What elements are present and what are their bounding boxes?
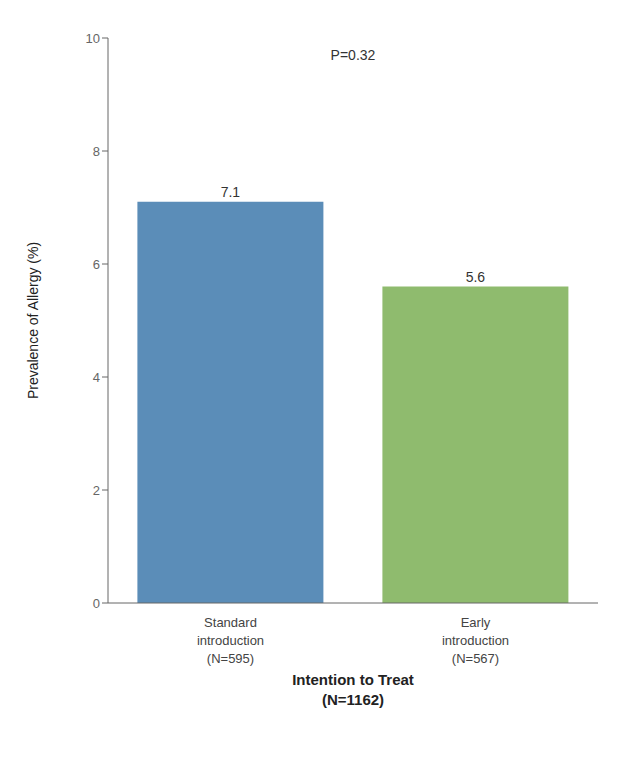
svg-text:2: 2	[93, 483, 100, 498]
svg-text:Prevalence of Allergy (%): Prevalence of Allergy (%)	[25, 242, 41, 399]
svg-text:0: 0	[93, 596, 100, 611]
svg-text:6: 6	[93, 257, 100, 272]
svg-text:4: 4	[93, 370, 100, 385]
svg-text:10: 10	[86, 31, 100, 46]
svg-text:Standardintroduction(N=595): Standardintroduction(N=595)	[197, 615, 264, 666]
svg-text:Earlyintroduction(N=567): Earlyintroduction(N=567)	[442, 615, 509, 666]
svg-text:P=0.32: P=0.32	[331, 47, 376, 63]
svg-text:7.1: 7.1	[221, 184, 241, 200]
svg-text:5.6: 5.6	[466, 269, 486, 285]
svg-text:Intention to Treat(N=1162): Intention to Treat(N=1162)	[292, 671, 414, 708]
svg-text:8: 8	[93, 144, 100, 159]
